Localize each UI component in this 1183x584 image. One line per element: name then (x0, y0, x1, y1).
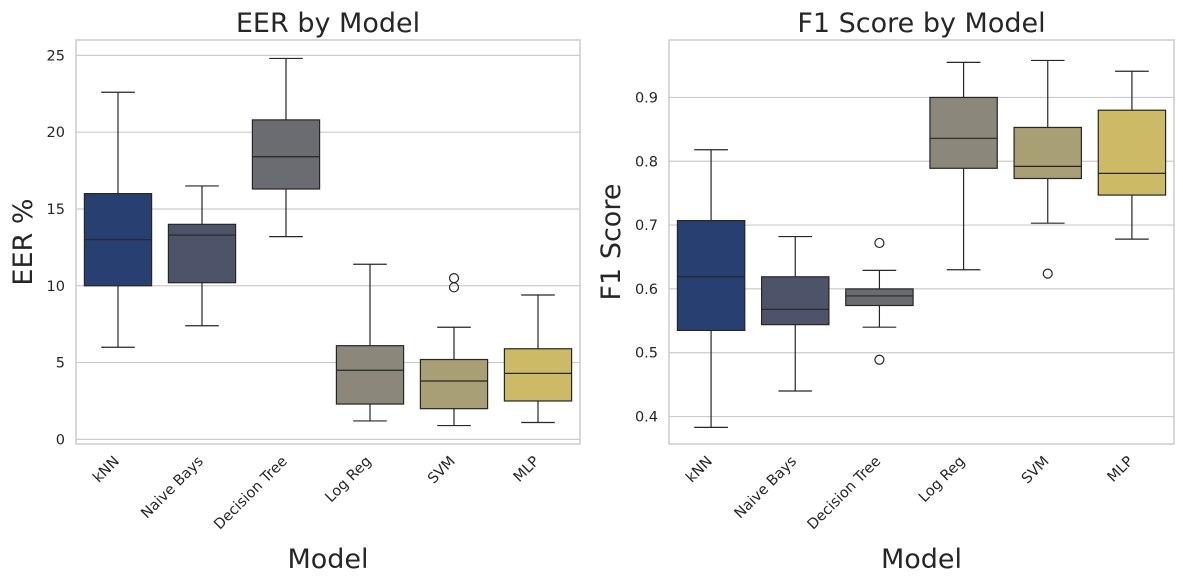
iqr-box (251, 119, 321, 190)
eer-ytick-label: 0 (56, 432, 65, 448)
f1-axes-frame (668, 39, 1175, 445)
f1-ytick-label: 0.9 (635, 90, 658, 106)
outlier-point (874, 237, 885, 249)
f1-xtick-label: kNN (683, 454, 716, 487)
eer-ytick-label: 25 (47, 48, 65, 64)
f1-xtick-label: Naive Bays (732, 454, 800, 522)
f1-xtick-label: Decision Tree (805, 453, 885, 533)
eer-xtick-label: kNN (90, 454, 123, 487)
iqr-box (760, 276, 830, 326)
f1-boxplot-panel: 0.4 0.5 0.6 0.7 0.8 0.9 kNN Naive Bays Decision … (596, 8, 1175, 575)
iqr-box (167, 223, 237, 284)
outlier-point (1042, 268, 1053, 279)
f1-ytick-label: 0.8 (635, 154, 658, 170)
eer-xtick-label: Naive Bays (138, 454, 206, 522)
eer-box-decision-tree (251, 57, 321, 238)
eer-xtick-label: Decision Tree (211, 453, 291, 533)
f1-ytick-label: 0.7 (635, 218, 658, 234)
eer-chart-title: EER by Model (236, 8, 420, 39)
eer-xtick-label: Log Reg (322, 454, 374, 506)
iqr-box (1013, 126, 1083, 180)
f1-box-naive-bays (760, 235, 830, 392)
f1-ytick-label: 0.5 (635, 346, 658, 362)
eer-box-log-reg (335, 263, 405, 422)
eer-boxplot-panel: 0 5 10 15 20 25 kNN Naive Bays Decision Tree Log … (8, 8, 581, 575)
f1-chart-title: F1 Score by Model (797, 8, 1045, 39)
f1-ytick-label: 0.6 (635, 282, 658, 298)
iqr-box (419, 358, 489, 410)
iqr-box (845, 288, 914, 307)
outlier-point (448, 282, 460, 293)
f1-xtick-label: SVM (1019, 454, 1053, 488)
eer-ytick-label: 10 (47, 279, 65, 295)
eer-y-axis-label: EER % (8, 198, 39, 285)
f1-xtick-label: Log Reg (916, 454, 968, 506)
iqr-box (676, 220, 746, 331)
eer-box-knn (83, 91, 153, 348)
outlier-point (448, 272, 460, 284)
f1-box-knn (676, 149, 746, 429)
eer-box-mlp (503, 294, 573, 424)
eer-box-naive-bays (167, 185, 237, 327)
eer-xtick-label: MLP (511, 453, 543, 485)
iqr-box (1097, 109, 1167, 196)
eer-ytick-label: 5 (56, 356, 65, 372)
f1-box-log-reg (929, 61, 998, 271)
f1-x-axis-label: Model (881, 544, 962, 575)
eer-ytick-label: 15 (47, 202, 65, 218)
f1-box-svm (1013, 59, 1083, 279)
eer-axes-frame (75, 39, 581, 445)
outlier-point (874, 354, 885, 365)
f1-ytick-label: 0.4 (635, 410, 658, 426)
iqr-box (335, 345, 405, 405)
eer-ytick-label: 20 (47, 125, 65, 141)
f1-xtick-label: MLP (1105, 453, 1137, 485)
eer-x-axis-label: Model (287, 544, 368, 575)
eer-xtick-label: SVM (425, 454, 459, 488)
f1-box-decision-tree (845, 237, 914, 365)
iqr-box (929, 96, 998, 169)
f1-y-axis-label: F1 Score (596, 184, 627, 301)
iqr-box (503, 348, 573, 402)
eer-box-svm (419, 272, 489, 427)
f1-box-mlp (1097, 70, 1167, 240)
